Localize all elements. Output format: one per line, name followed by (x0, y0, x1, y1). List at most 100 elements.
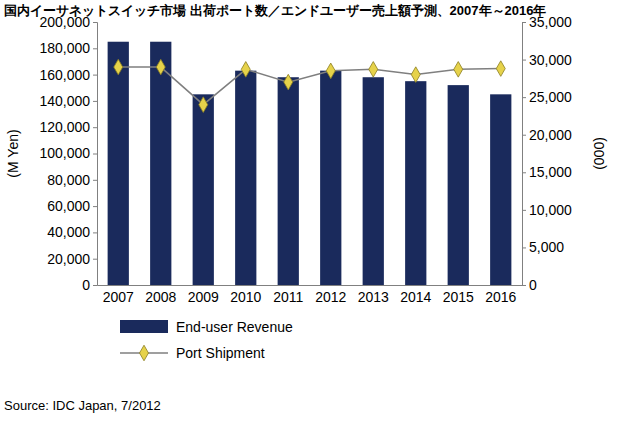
axis-line (93, 23, 98, 286)
tick: 2015 (443, 289, 474, 305)
marks (108, 42, 512, 285)
tick: 200,000 (39, 14, 97, 30)
legend-marker (140, 345, 149, 361)
tick-mark (522, 97, 526, 98)
tick-mark (93, 259, 97, 260)
tick-mark (93, 101, 97, 102)
tick-label: 120,000 (39, 119, 90, 135)
tick: 160,000 (39, 67, 97, 83)
tick: 20,000 (522, 127, 572, 143)
tick-mark (93, 75, 97, 76)
tick-label: 20,000 (47, 251, 90, 267)
bar (235, 71, 256, 285)
tick-label: 2010 (230, 289, 261, 305)
tick-label: 15,000 (529, 164, 572, 180)
tick-label: 40,000 (47, 224, 90, 240)
bar (150, 42, 171, 285)
line (118, 67, 501, 105)
axis-line (98, 285, 523, 286)
tick-mark (93, 127, 97, 128)
tick: 40,000 (47, 224, 97, 240)
bar (405, 81, 426, 285)
source: Source: IDC Japan, 7/2012 (4, 398, 161, 413)
tick: 15,000 (522, 164, 572, 180)
tick-label: 180,000 (39, 40, 90, 56)
tick-mark (93, 48, 97, 49)
legend: End-user RevenuePort Shipment (120, 319, 293, 361)
chart: 国内イーサネットスイッチ市場 出荷ポート数／エンドユーザー売上額予測、2007年… (0, 0, 640, 426)
marker (454, 62, 463, 78)
tick: 2012 (315, 289, 346, 305)
tick: 25,000 (522, 89, 572, 105)
tick-mark (93, 206, 97, 207)
tick-mark (93, 154, 97, 155)
tick-label: 2007 (103, 289, 134, 305)
tick-label: 2013 (358, 289, 389, 305)
tick-label: 35,000 (529, 14, 572, 30)
y2-axis-title: (000) (591, 137, 607, 170)
tick-label: 200,000 (39, 14, 90, 30)
marker (199, 97, 208, 113)
tick-mark (93, 22, 97, 23)
legend-swatch (120, 320, 168, 333)
tick: 20,000 (47, 251, 97, 267)
tick-label: 2012 (315, 289, 346, 305)
bar (363, 77, 384, 285)
tick-label: 5,000 (529, 239, 564, 255)
bar (448, 85, 469, 285)
marker (156, 59, 165, 75)
tick-mark (522, 247, 526, 248)
marker (369, 62, 378, 78)
tick-mark (93, 180, 97, 181)
tick: 0 (522, 277, 537, 293)
tick: 140,000 (39, 93, 97, 109)
marker (326, 63, 335, 79)
legend-label: Port Shipment (176, 345, 265, 361)
tick-label: 140,000 (39, 93, 90, 109)
tick-label: 2014 (400, 289, 431, 305)
tick: 2008 (145, 289, 176, 305)
tick-mark (522, 172, 526, 173)
tick-mark (93, 285, 97, 286)
tick-mark (522, 22, 526, 23)
tick-mark (522, 135, 526, 136)
tick-mark (93, 232, 97, 233)
marker (411, 67, 420, 83)
tick: 2010 (230, 289, 261, 305)
tick-label: 80,000 (47, 172, 90, 188)
tick-mark (522, 210, 526, 211)
tick: 2007 (103, 289, 134, 305)
tick: 80,000 (47, 172, 97, 188)
axis-line (523, 23, 527, 286)
tick: 0 (82, 277, 97, 293)
tick: 2013 (358, 289, 389, 305)
tick-mark (522, 60, 526, 61)
bar (278, 77, 299, 285)
bar (320, 71, 341, 285)
tick: 10,000 (522, 202, 572, 218)
tick-label: 20,000 (529, 127, 572, 143)
tick: 2009 (188, 289, 219, 305)
tick: 35,000 (522, 14, 572, 30)
marker (284, 74, 293, 90)
y2-axis: 0 5,000 10,000 15,000 20,000 25,000 30,000 35,0… (522, 14, 572, 293)
tick-label: 60,000 (47, 198, 90, 214)
tick: 60,000 (47, 198, 97, 214)
tick: 100,000 (39, 145, 97, 161)
tick: 2016 (485, 289, 516, 305)
tick: 2011 (273, 289, 303, 305)
tick-label: 100,000 (39, 145, 90, 161)
marker (241, 62, 250, 78)
y-axis: 0 20,000 40,000 60,000 80,000 100,000 120,000 1… (39, 14, 97, 293)
bar (490, 94, 511, 285)
x-axis: 2007 2008 2009 2010 2011 2012 2013 2014 2015 2016 (98, 286, 523, 305)
marker (114, 59, 123, 75)
tick-label: 25,000 (529, 89, 572, 105)
plot: 0 20,000 40,000 60,000 80,000 100,000 120,000 1… (39, 14, 572, 305)
tick: 30,000 (522, 52, 572, 68)
bar (193, 94, 214, 285)
y-axis-title: (M Yen) (5, 129, 21, 177)
tick-label: 30,000 (529, 52, 572, 68)
tick: 120,000 (39, 119, 97, 135)
tick-label: 10,000 (529, 202, 572, 218)
